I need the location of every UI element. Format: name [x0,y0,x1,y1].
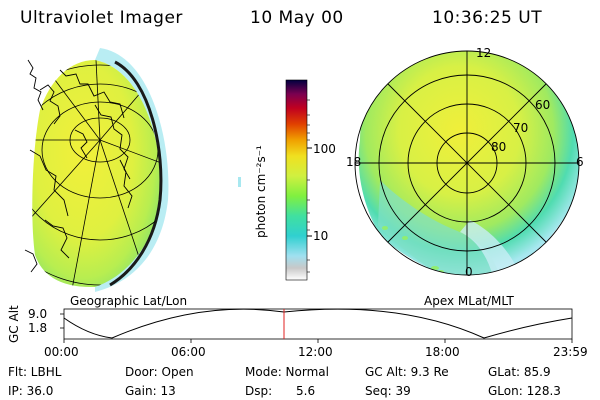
altitude-xtick-1800: 18:00 [425,345,460,359]
info-dsp-label: Dsp: [245,384,273,398]
left-panel-label: Geographic Lat/Lon [70,294,188,308]
altitude-xtick-0000: 00:00 [44,345,79,359]
info-flt: Flt: LBHL [8,365,62,379]
altitude-plot [60,308,573,343]
info-gain: Gain: 13 [125,384,176,398]
info-door: Door: Open [125,365,194,379]
mlt-label-18: 18 [346,155,362,169]
lat-label-60: 60 [535,98,551,112]
right-panel-label: Apex MLat/MLT [424,294,514,308]
info-glat: GLat: 85.9 [488,365,551,379]
polar-image [354,50,580,276]
mlt-label-6: 6 [576,155,584,169]
speckle [238,177,241,187]
observation-time: 10:36:25 UT [432,8,543,28]
altitude-xtick-2359: 23:59 [553,345,588,359]
info-gc-alt: GC Alt: 9.3 Re [365,365,449,379]
colorbar [285,79,312,281]
mlt-label-0: 0 [465,265,473,279]
colorbar-tick-100: 100 [313,142,336,156]
lat-label-70: 70 [513,121,529,135]
colorbar-tick-10: 10 [313,229,329,243]
altitude-xtick-0600: 06:00 [171,345,206,359]
info-ip: IP: 36.0 [8,384,54,398]
altitude-ylabel: GC Alt [7,305,21,343]
colorbar-unit-label: photon cm⁻²s⁻¹ [254,145,268,238]
observation-date: 10 May 00 [250,8,344,28]
info-glon: GLon: 128.3 [488,384,561,398]
altitude-xtick-1200: 12:00 [298,345,333,359]
altitude-ytick-9: 9.0 [28,307,48,321]
altitude-ytick-1-8: 1.8 [28,321,48,335]
lat-label-80: 80 [491,140,507,154]
info-dsp-value: 5.6 [296,384,316,398]
info-seq: Seq: 39 [365,384,411,398]
instrument-title: Ultraviolet Imager [20,8,183,28]
geographic-image [24,48,169,292]
info-mode: Mode: Normal [245,365,329,379]
mlt-label-12: 12 [476,46,492,60]
